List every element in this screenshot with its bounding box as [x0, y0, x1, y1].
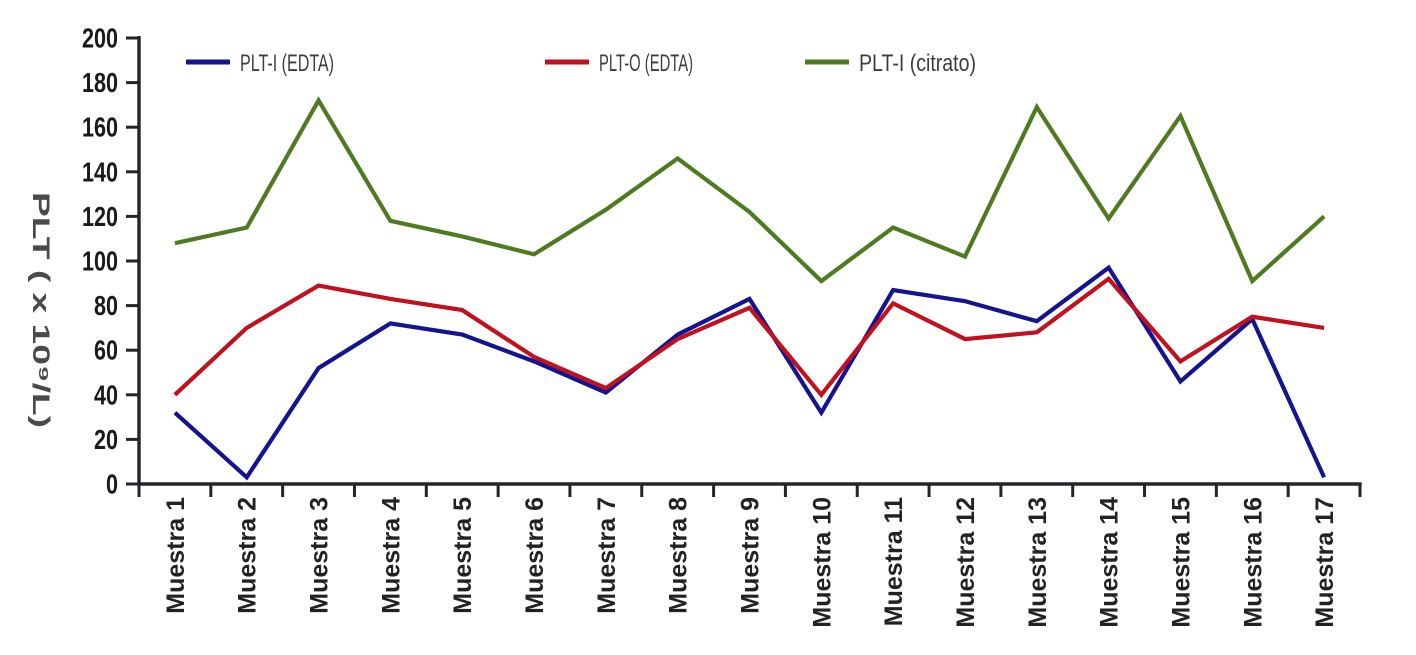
y-tick-label: 200 — [82, 23, 118, 54]
x-tick-label: Muestra 16 — [1239, 497, 1267, 628]
y-tick-label: 100 — [82, 246, 118, 277]
x-tick-label: Muestra 12 — [952, 497, 980, 628]
series-line-plt-o-edta — [173, 275, 1325, 399]
y-tick-label: 60 — [94, 335, 118, 366]
x-tick-label: Muestra 17 — [1311, 497, 1339, 628]
x-tick-label: Muestra 2 — [234, 497, 262, 614]
y-tick-label: 140 — [82, 156, 118, 187]
legend-label-plt-i-citrato: PLT-I (citrato) — [859, 50, 976, 77]
y-tick-label: 120 — [82, 201, 118, 232]
y-axis-title: PLT ( x 10⁹/L) — [27, 192, 54, 428]
y-tick-label: 40 — [94, 379, 118, 410]
x-tick-label: Muestra 9 — [737, 497, 765, 614]
x-tick-label: Muestra 3 — [306, 497, 334, 614]
x-tick-label: Muestra 1 — [162, 497, 190, 614]
y-tick-label: 0 — [106, 469, 118, 500]
series-line-plt-i-citrato — [174, 96, 1326, 285]
series-line-plt-i-edta — [173, 264, 1327, 481]
x-tick-label: Muestra 8 — [665, 497, 693, 614]
x-tick-label: Muestra 10 — [808, 497, 836, 628]
x-tick-label: Muestra 11 — [880, 497, 908, 626]
x-tick-label: Muestra 4 — [377, 497, 405, 614]
x-tick-label: Muestra 13 — [1024, 497, 1052, 628]
x-tick-label: Muestra 7 — [593, 497, 621, 614]
y-tick-label: 180 — [82, 67, 118, 98]
x-tick-label: Muestra 5 — [449, 497, 477, 614]
y-tick-label: 80 — [94, 290, 118, 321]
x-tick-label: Muestra 15 — [1167, 497, 1195, 628]
y-tick-label: 20 — [94, 424, 118, 455]
legend-label-plt-i-edta: PLT-I (EDTA) — [240, 50, 334, 77]
x-tick-label: Muestra 6 — [521, 497, 549, 614]
y-tick-label: 160 — [82, 112, 118, 143]
legend-label-plt-o-edta: PLT-O (EDTA) — [599, 50, 693, 77]
x-tick-label: Muestra 14 — [1096, 497, 1124, 628]
